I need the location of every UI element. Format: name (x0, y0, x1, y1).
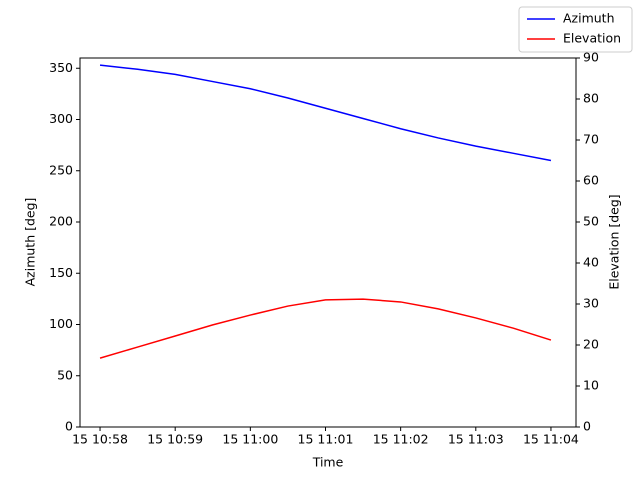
y-tick-label: 300 (49, 111, 73, 126)
y2-tick-label: 90 (583, 50, 599, 65)
y2-tick-label: 80 (583, 91, 599, 106)
y2-tick-label: 40 (583, 255, 599, 270)
series-line (99, 64, 552, 162)
y2-tick-label: 50 (583, 214, 599, 229)
x-tick-label: 15 11:03 (448, 432, 504, 447)
y-axis-label: Azimuth [deg] (23, 198, 38, 287)
y-tick-label: 100 (49, 316, 73, 331)
series-line (99, 298, 552, 359)
y2-tick-label: 30 (583, 296, 599, 311)
x-tick-label: 15 11:02 (373, 432, 429, 447)
x-tick-label: 15 11:01 (298, 432, 354, 447)
x-tick-label: 15 11:04 (523, 432, 579, 447)
y2-tick-label: 70 (583, 132, 599, 147)
y-tick-label: 50 (57, 367, 73, 382)
y-tick-label: 250 (49, 162, 73, 177)
legend-label: Azimuth (563, 11, 615, 26)
y2-tick-label: 60 (583, 173, 599, 188)
y-tick-label: 0 (65, 419, 73, 434)
legend-label: Elevation (563, 31, 621, 46)
x-axis-label: Time (312, 455, 344, 470)
y2-tick-label: 10 (583, 378, 599, 393)
y2-tick-label: 0 (583, 419, 591, 434)
y-tick-label: 200 (49, 214, 73, 229)
plot-frame (79, 57, 577, 428)
y-tick-label: 150 (49, 265, 73, 280)
x-tick-label: 15 11:00 (222, 432, 278, 447)
x-tick-label: 15 10:59 (147, 432, 203, 447)
y-tick-label: 350 (49, 60, 73, 75)
y2-tick-label: 20 (583, 337, 599, 352)
x-tick-label: 15 10:58 (72, 432, 128, 447)
y2-axis-label: Elevation [deg] (607, 194, 622, 289)
